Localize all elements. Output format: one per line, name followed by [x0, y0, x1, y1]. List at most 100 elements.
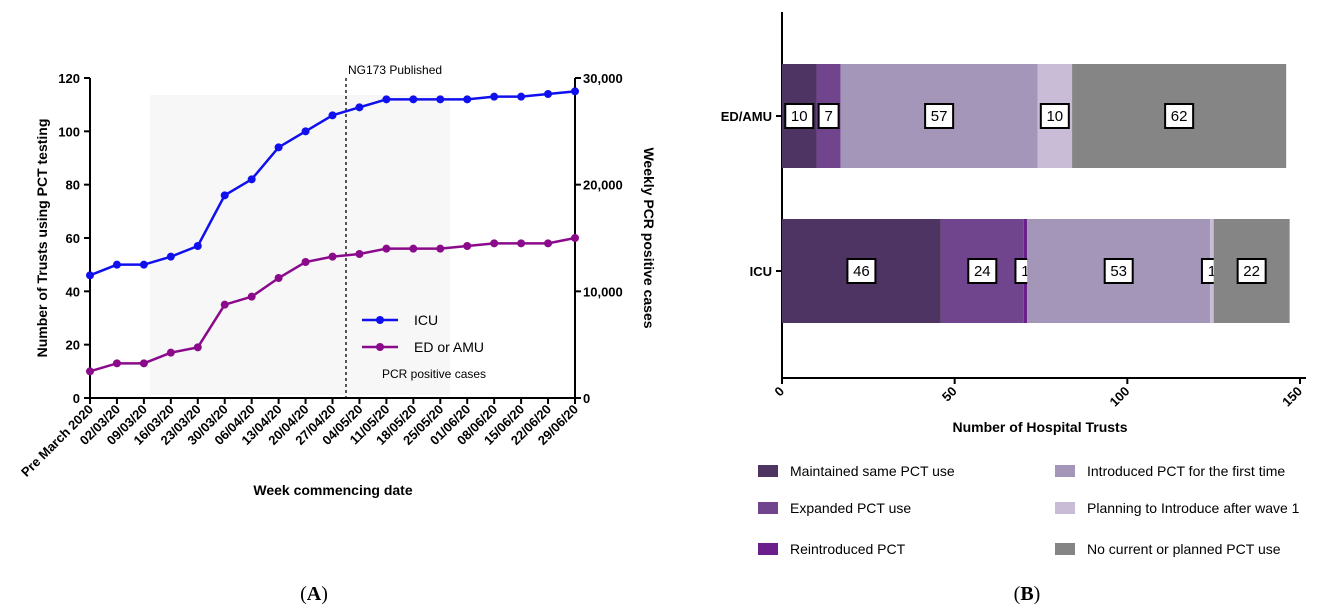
data-point	[463, 95, 472, 104]
legend-label: Expanded PCT use	[790, 500, 911, 516]
data-label: 22	[1243, 263, 1260, 280]
data-point	[193, 343, 202, 352]
data-label: 53	[1110, 263, 1127, 280]
ng173-annotation: NG173 Published	[348, 63, 442, 77]
data-point	[247, 175, 256, 184]
data-label: 10	[791, 108, 808, 125]
data-label: 62	[1171, 108, 1188, 125]
data-point	[436, 95, 445, 104]
x-axis-title: Week commencing date	[253, 482, 412, 498]
legend-label: Reintroduced PCT	[790, 541, 906, 557]
data-label: 1	[1021, 263, 1029, 280]
legend-swatch	[758, 543, 778, 555]
data-label: 7	[824, 108, 832, 125]
data-label: 10	[1046, 108, 1063, 125]
data-label-box	[817, 103, 840, 129]
data-point	[112, 359, 121, 368]
data-point	[139, 260, 148, 269]
data-point	[112, 260, 121, 269]
y-tick-label: 100	[58, 124, 80, 139]
legend-label: Planning to Introduce after wave 1	[1087, 500, 1300, 516]
legend-label: Introduced PCT for the first time	[1087, 463, 1285, 479]
data-point	[220, 191, 229, 200]
data-point	[544, 90, 553, 98]
data-label-box	[1103, 258, 1134, 284]
data-point	[355, 103, 364, 112]
data-point	[301, 127, 310, 136]
data-label-box	[1236, 258, 1267, 284]
data-point	[166, 348, 175, 357]
data-point	[274, 143, 283, 152]
legend-swatch	[1055, 465, 1075, 477]
y2-tick-label: 20,000	[583, 178, 623, 193]
data-point	[274, 274, 283, 282]
data-point	[490, 92, 499, 101]
legend-swatch	[758, 465, 778, 477]
data-label: 57	[931, 108, 948, 125]
data-point	[544, 239, 553, 248]
y2-tick-label: 0	[583, 391, 590, 406]
legend-icu-marker	[376, 316, 384, 324]
data-point	[139, 359, 148, 368]
data-point	[409, 244, 418, 253]
b-x-tick-label: 150	[1279, 384, 1305, 410]
data-label-box	[1039, 103, 1070, 129]
legend-swatch	[1055, 502, 1075, 514]
data-label-box	[846, 258, 877, 284]
data-point	[193, 242, 202, 250]
data-point	[86, 367, 94, 376]
legend-ed-label: ED or AMU	[414, 339, 484, 355]
b-x-axis-title: Number of Hospital Trusts	[952, 419, 1127, 435]
data-label-box	[967, 258, 998, 284]
data-point	[328, 111, 337, 120]
b-x-tick-label: 50	[939, 384, 960, 405]
data-label: 24	[974, 263, 991, 280]
y-tick-label: 40	[66, 284, 80, 299]
data-point	[220, 300, 229, 309]
data-point	[355, 250, 364, 258]
legend-label: No current or planned PCT use	[1087, 541, 1281, 557]
b-x-tick-label: 0	[771, 384, 787, 400]
data-label-box	[1164, 103, 1195, 129]
y-tick-label: 80	[66, 178, 80, 193]
data-point	[571, 87, 579, 96]
data-point	[571, 234, 579, 242]
data-point	[436, 244, 445, 253]
data-label: 46	[853, 263, 870, 280]
data-point	[517, 92, 526, 101]
y-tick-label: 120	[58, 71, 80, 86]
legend-swatch	[758, 502, 778, 514]
data-point	[301, 258, 310, 266]
legend-ed-marker	[376, 343, 384, 351]
data-point	[517, 239, 526, 248]
data-point	[463, 242, 472, 250]
data-point	[382, 244, 391, 253]
panel-label-b: (B)	[1014, 583, 1041, 605]
data-label: 1	[1208, 263, 1216, 280]
y2-tick-label: 30,000	[583, 71, 623, 86]
data-point	[247, 292, 256, 301]
y2-tick-label: 10,000	[583, 284, 623, 299]
y-tick-label: 0	[73, 391, 80, 406]
data-point	[328, 252, 337, 261]
right-y-axis-title: Weekly PCR positive cases	[641, 147, 657, 328]
data-label-box	[784, 103, 815, 129]
category-label: ED/AMU	[721, 109, 772, 124]
data-label-box	[924, 103, 955, 129]
panel-label-a: (A)	[300, 583, 328, 605]
category-label: ICU	[750, 264, 772, 279]
legend-a: ICU ED or AMU PCR positive cases	[362, 312, 486, 381]
data-point	[86, 271, 94, 280]
legend-icu-label: ICU	[414, 312, 438, 328]
data-point	[409, 95, 418, 104]
data-point	[490, 239, 499, 248]
legend-swatch	[1055, 543, 1075, 555]
data-point	[166, 252, 175, 261]
y-tick-label: 20	[66, 338, 80, 353]
legend-label: Maintained same PCT use	[790, 463, 955, 479]
left-y-axis-title: Number of Trusts using PCT testing	[34, 119, 50, 358]
legend-pcr-label: PCR positive cases	[382, 367, 486, 381]
